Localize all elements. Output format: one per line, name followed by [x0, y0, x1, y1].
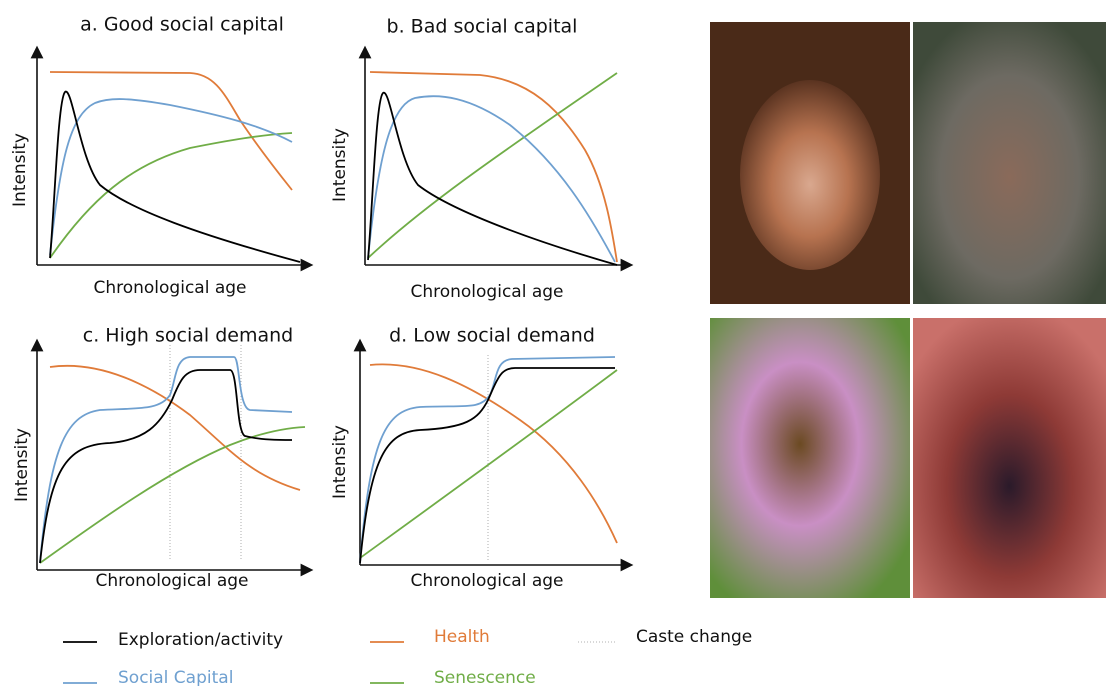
panel-b: b. Bad social capital Intensity Chronolo…: [330, 16, 634, 302]
legend-label: Exploration/activity: [118, 630, 283, 650]
legend-label: Social Capital: [118, 668, 233, 686]
y-axis-label: Intensity: [12, 428, 32, 502]
senescence-curve: [359, 369, 618, 559]
senescence-curve: [49, 132, 293, 259]
panel-a: a. Good social capital Intensity Chronol…: [10, 14, 314, 298]
photo-ant: [913, 318, 1106, 598]
x-axis-label: Chronological age: [95, 571, 248, 591]
legend: Exploration/activity Health Caste change…: [63, 627, 752, 686]
legend-label: Health: [434, 627, 490, 647]
panel-title: a. Good social capital: [80, 14, 284, 36]
health-curve: [49, 71, 293, 191]
x-axis-label: Chronological age: [93, 278, 246, 298]
photos: [710, 22, 1106, 598]
exploration-curve: [39, 369, 293, 564]
x-axis-label: Chronological age: [410, 571, 563, 591]
exploration-curve: [359, 367, 615, 564]
photo-macaque: [913, 22, 1106, 304]
photo-human-face: [740, 80, 880, 270]
y-axis-label: Intensity: [330, 128, 350, 202]
senescence-curve: [39, 426, 306, 564]
panel-title: c. High social demand: [83, 325, 293, 347]
social-capital-curve: [49, 98, 293, 256]
panel-d: d. Low social demand Intensity Chronolog…: [330, 325, 634, 591]
y-axis-label: Intensity: [10, 133, 30, 207]
health-curve: [369, 71, 618, 263]
health-curve: [49, 365, 301, 491]
social-capital-curve: [39, 356, 293, 564]
social-capital-curve: [367, 95, 616, 263]
exploration-curve: [367, 92, 618, 266]
social-capital-curve: [359, 356, 616, 564]
photo-bee: [710, 318, 910, 598]
x-axis-label: Chronological age: [410, 282, 563, 302]
legend-label: Senescence: [434, 668, 536, 686]
panel-title: b. Bad social capital: [387, 16, 578, 38]
panel-title: d. Low social demand: [389, 325, 595, 347]
y-axis-label: Intensity: [330, 425, 350, 499]
legend-label: Caste change: [636, 627, 752, 647]
panel-c: c. High social demand Intensity Chronolo…: [12, 325, 314, 591]
senescence-curve: [367, 72, 618, 259]
exploration-curve: [49, 91, 301, 263]
health-curve: [369, 363, 618, 544]
